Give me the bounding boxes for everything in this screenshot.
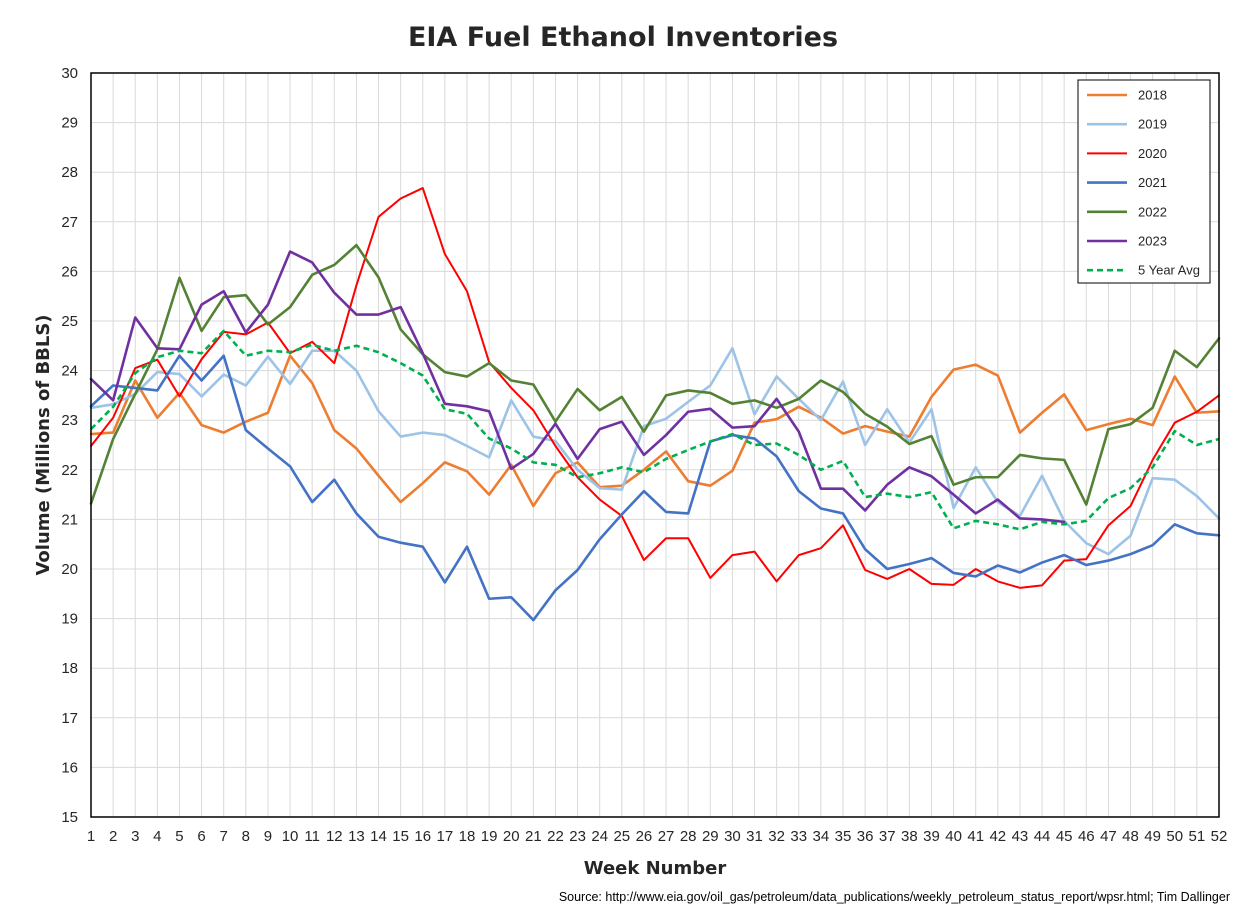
x-tick-label: 15 bbox=[392, 828, 409, 845]
x-tick-label: 8 bbox=[242, 828, 250, 845]
x-tick-label: 47 bbox=[1100, 828, 1117, 845]
y-tick-label: 28 bbox=[61, 164, 78, 181]
x-tick-label: 5 bbox=[175, 828, 183, 845]
series-line-5-year-avg bbox=[90, 329, 1220, 531]
x-tick-label: 6 bbox=[197, 828, 205, 845]
x-tick-label: 35 bbox=[835, 828, 852, 845]
x-tick-label: 29 bbox=[702, 828, 719, 845]
series-line-2022 bbox=[89, 243, 1221, 506]
legend-label: 2022 bbox=[1138, 204, 1167, 219]
x-tick-label: 16 bbox=[414, 828, 431, 845]
x-tick-label: 30 bbox=[724, 828, 741, 845]
legend-label: 2023 bbox=[1138, 234, 1167, 249]
x-tick-label: 39 bbox=[923, 828, 940, 845]
x-tick-label: 22 bbox=[547, 828, 564, 845]
legend-label: 2021 bbox=[1138, 175, 1167, 190]
x-tick-label: 32 bbox=[768, 828, 785, 845]
y-tick-label: 29 bbox=[61, 115, 78, 132]
x-tick-label: 42 bbox=[989, 828, 1006, 845]
x-tick-label: 45 bbox=[1056, 828, 1073, 845]
legend-items: 2018 2019 2020 2021 2022 2023 5 Year Avg bbox=[1087, 88, 1200, 278]
x-tick-label: 36 bbox=[857, 828, 874, 845]
x-tick-label: 7 bbox=[220, 828, 228, 845]
x-tick-label: 14 bbox=[370, 828, 387, 845]
x-tick-label: 2 bbox=[109, 828, 117, 845]
x-tick-label: 23 bbox=[569, 828, 586, 845]
series-line-2023 bbox=[89, 250, 1066, 524]
legend-label: 2019 bbox=[1138, 117, 1167, 132]
y-tick-label: 24 bbox=[61, 363, 78, 380]
x-tick-label: 4 bbox=[153, 828, 161, 845]
y-tick-label: 27 bbox=[61, 214, 78, 231]
x-tick-label: 51 bbox=[1189, 828, 1206, 845]
y-tick-label: 23 bbox=[61, 412, 78, 429]
x-tick-label: 25 bbox=[613, 828, 630, 845]
x-tick-label: 17 bbox=[437, 828, 454, 845]
x-tick-label: 37 bbox=[879, 828, 896, 845]
x-tick-label: 12 bbox=[326, 828, 343, 845]
x-tick-label: 3 bbox=[131, 828, 139, 845]
x-tick-label: 50 bbox=[1166, 828, 1183, 845]
legend-label: 2020 bbox=[1138, 146, 1167, 161]
x-tick-label: 21 bbox=[525, 828, 542, 845]
x-tick-label: 27 bbox=[658, 828, 675, 845]
x-tick-label: 28 bbox=[680, 828, 697, 845]
x-tick-label: 49 bbox=[1144, 828, 1161, 845]
y-tick-label: 22 bbox=[61, 462, 78, 479]
source-note: Source: http://www.eia.gov/oil_gas/petro… bbox=[559, 890, 1230, 904]
series-line-2018 bbox=[89, 354, 1221, 508]
legend-label: 2018 bbox=[1138, 88, 1167, 103]
x-tick-label: 9 bbox=[264, 828, 272, 845]
y-tick-label: 30 bbox=[61, 65, 78, 82]
series-line-2020 bbox=[90, 187, 1220, 589]
y-tick-label: 21 bbox=[61, 511, 78, 528]
series-line-2019 bbox=[89, 346, 1221, 556]
y-axis-title: Volume (Millions of BBLS) bbox=[33, 314, 54, 575]
y-tick-label: 16 bbox=[61, 759, 78, 776]
legend-label: 5 Year Avg bbox=[1138, 263, 1200, 278]
x-tick-label: 33 bbox=[790, 828, 807, 845]
legend: 2018 2019 2020 2021 2022 2023 5 Year Avg bbox=[1077, 79, 1211, 284]
plot-border bbox=[90, 72, 1220, 818]
x-tick-label: 13 bbox=[348, 828, 365, 845]
x-axis-title: Week Number bbox=[584, 858, 727, 879]
x-axis-ticks: 1 2 3 4 5 6 7 8 9 10 11 12 13 14 15 16 17 18 19 20 21 22 23 24 2… bbox=[87, 828, 1228, 845]
x-tick-label: 11 bbox=[304, 828, 320, 845]
y-tick-label: 15 bbox=[61, 809, 78, 826]
y-tick-label: 20 bbox=[61, 561, 78, 578]
x-tick-label: 38 bbox=[901, 828, 918, 845]
y-tick-label: 17 bbox=[61, 710, 78, 727]
x-tick-label: 26 bbox=[636, 828, 653, 845]
x-tick-label: 43 bbox=[1012, 828, 1029, 845]
x-tick-label: 44 bbox=[1034, 828, 1051, 845]
x-tick-label: 40 bbox=[945, 828, 962, 845]
x-tick-label: 18 bbox=[459, 828, 476, 845]
y-tick-label: 18 bbox=[61, 660, 78, 677]
chart-title: EIA Fuel Ethanol Inventories bbox=[408, 22, 838, 53]
x-tick-label: 1 bbox=[87, 828, 95, 845]
x-tick-label: 19 bbox=[481, 828, 498, 845]
x-tick-label: 31 bbox=[746, 828, 763, 845]
series-lines bbox=[89, 187, 1221, 622]
series-line-2021 bbox=[89, 354, 1221, 622]
x-tick-label: 20 bbox=[503, 828, 520, 845]
x-tick-label: 24 bbox=[591, 828, 608, 845]
x-tick-label: 46 bbox=[1078, 828, 1095, 845]
y-tick-label: 19 bbox=[61, 611, 78, 628]
x-tick-label: 41 bbox=[967, 828, 984, 845]
x-tick-label: 34 bbox=[813, 828, 830, 845]
x-tick-label: 48 bbox=[1122, 828, 1139, 845]
y-axis-ticks: 15 16 17 18 19 20 21 22 23 24 25 26 27 28 29 30 bbox=[61, 65, 78, 826]
y-tick-label: 25 bbox=[61, 313, 78, 330]
x-tick-label: 52 bbox=[1211, 828, 1228, 845]
x-tick-label: 10 bbox=[282, 828, 299, 845]
y-tick-label: 26 bbox=[61, 263, 78, 280]
